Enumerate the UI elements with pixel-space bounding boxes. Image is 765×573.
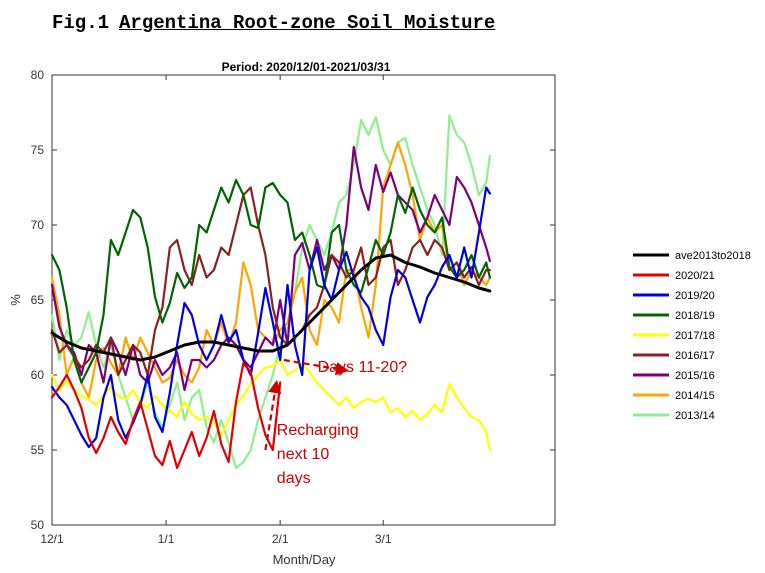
annotation-line: next 10 xyxy=(277,446,330,463)
annotation-line: Days 11-20? xyxy=(318,359,408,376)
y-tick-label: 80 xyxy=(31,68,45,82)
series-line-2020-21 xyxy=(50,361,282,470)
legend: ave2013to2018 2020/21 2019/20 2018/19 2017/1… xyxy=(633,250,751,422)
figure-title-text: Argentina Root-zone Soil Moisture xyxy=(119,12,496,34)
legend-label: 2018/19 xyxy=(675,310,715,322)
series-line-2018-19 xyxy=(50,178,491,384)
series-line-2016-17 xyxy=(50,186,491,377)
annotation-arrow xyxy=(283,358,350,376)
y-tick-label: 65 xyxy=(31,293,45,307)
x-tick-label: 3/1 xyxy=(375,532,392,546)
chart-title: Period: 2020/12/01-2021/03/31 xyxy=(222,60,391,74)
x-tick-label: 2/1 xyxy=(272,532,289,546)
legend-label: 2017/18 xyxy=(675,330,715,342)
annotation-arrow xyxy=(264,379,282,451)
annotation-line: days xyxy=(277,470,311,487)
annotation-line: Recharging xyxy=(277,422,359,439)
y-axis-label: % xyxy=(8,294,23,306)
series-lines xyxy=(50,114,492,470)
figure-number: Fig.1 xyxy=(52,12,110,34)
x-tick-label: 1/1 xyxy=(158,532,175,546)
legend-label: 2015/16 xyxy=(675,370,715,382)
y-tick-label: 75 xyxy=(31,143,45,157)
y-tick-label: 55 xyxy=(31,443,45,457)
series-line-2015-16 xyxy=(50,145,491,392)
x-ticks: 12/1 1/1 2/1 3/1 xyxy=(40,75,392,546)
legend-label: 2019/20 xyxy=(675,290,715,302)
annotation-text: Recharging next 10 days xyxy=(277,422,359,487)
legend-label: 2013/14 xyxy=(675,410,715,422)
legend-label: 2014/15 xyxy=(675,390,715,402)
figure-title: Fig.1 Argentina Root-zone Soil Moisture xyxy=(52,12,495,34)
legend-label: 2020/21 xyxy=(675,270,715,282)
y-ticks: 50 55 60 65 70 75 80 xyxy=(31,68,555,532)
y-tick-label: 60 xyxy=(31,368,45,382)
plot-area xyxy=(51,74,556,526)
y-tick-label: 50 xyxy=(31,518,45,532)
series-line-2019-20 xyxy=(50,186,491,449)
legend-label: ave2013to2018 xyxy=(675,250,751,262)
annotations: Days 11-20? Recharging next 10 days xyxy=(264,358,408,487)
annotation-text: Days 11-20? xyxy=(318,359,408,376)
series-line-2017-18 xyxy=(50,358,491,452)
x-tick-label: 12/1 xyxy=(40,532,64,546)
series-line-average xyxy=(50,253,492,362)
legend-label: 2016/17 xyxy=(675,350,715,362)
y-tick-label: 70 xyxy=(31,218,45,232)
x-axis-label: Month/Day xyxy=(273,552,336,567)
